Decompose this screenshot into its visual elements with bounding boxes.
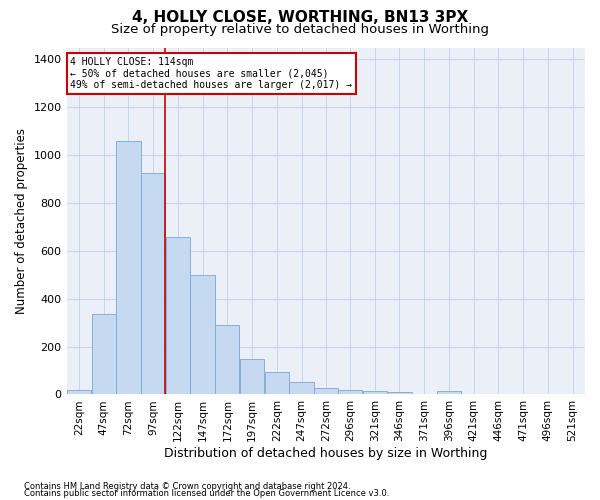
Bar — [338, 390, 362, 394]
Bar — [215, 325, 239, 394]
Bar — [362, 391, 387, 394]
Bar — [190, 275, 215, 394]
Bar — [289, 382, 314, 394]
X-axis label: Distribution of detached houses by size in Worthing: Distribution of detached houses by size … — [164, 447, 487, 460]
Text: Size of property relative to detached houses in Worthing: Size of property relative to detached ho… — [111, 22, 489, 36]
Text: 4 HOLLY CLOSE: 114sqm
← 50% of detached houses are smaller (2,045)
49% of semi-d: 4 HOLLY CLOSE: 114sqm ← 50% of detached … — [70, 57, 352, 90]
Bar — [314, 388, 338, 394]
Bar — [141, 173, 165, 394]
Bar — [240, 358, 264, 394]
Bar — [388, 392, 412, 394]
Bar — [67, 390, 91, 394]
Bar — [116, 141, 140, 395]
Text: Contains HM Land Registry data © Crown copyright and database right 2024.: Contains HM Land Registry data © Crown c… — [24, 482, 350, 491]
Bar — [92, 314, 116, 394]
Bar — [265, 372, 289, 394]
Text: 4, HOLLY CLOSE, WORTHING, BN13 3PX: 4, HOLLY CLOSE, WORTHING, BN13 3PX — [132, 10, 468, 25]
Y-axis label: Number of detached properties: Number of detached properties — [15, 128, 28, 314]
Bar — [166, 236, 190, 394]
Text: Contains public sector information licensed under the Open Government Licence v3: Contains public sector information licen… — [24, 490, 389, 498]
Bar — [437, 391, 461, 394]
